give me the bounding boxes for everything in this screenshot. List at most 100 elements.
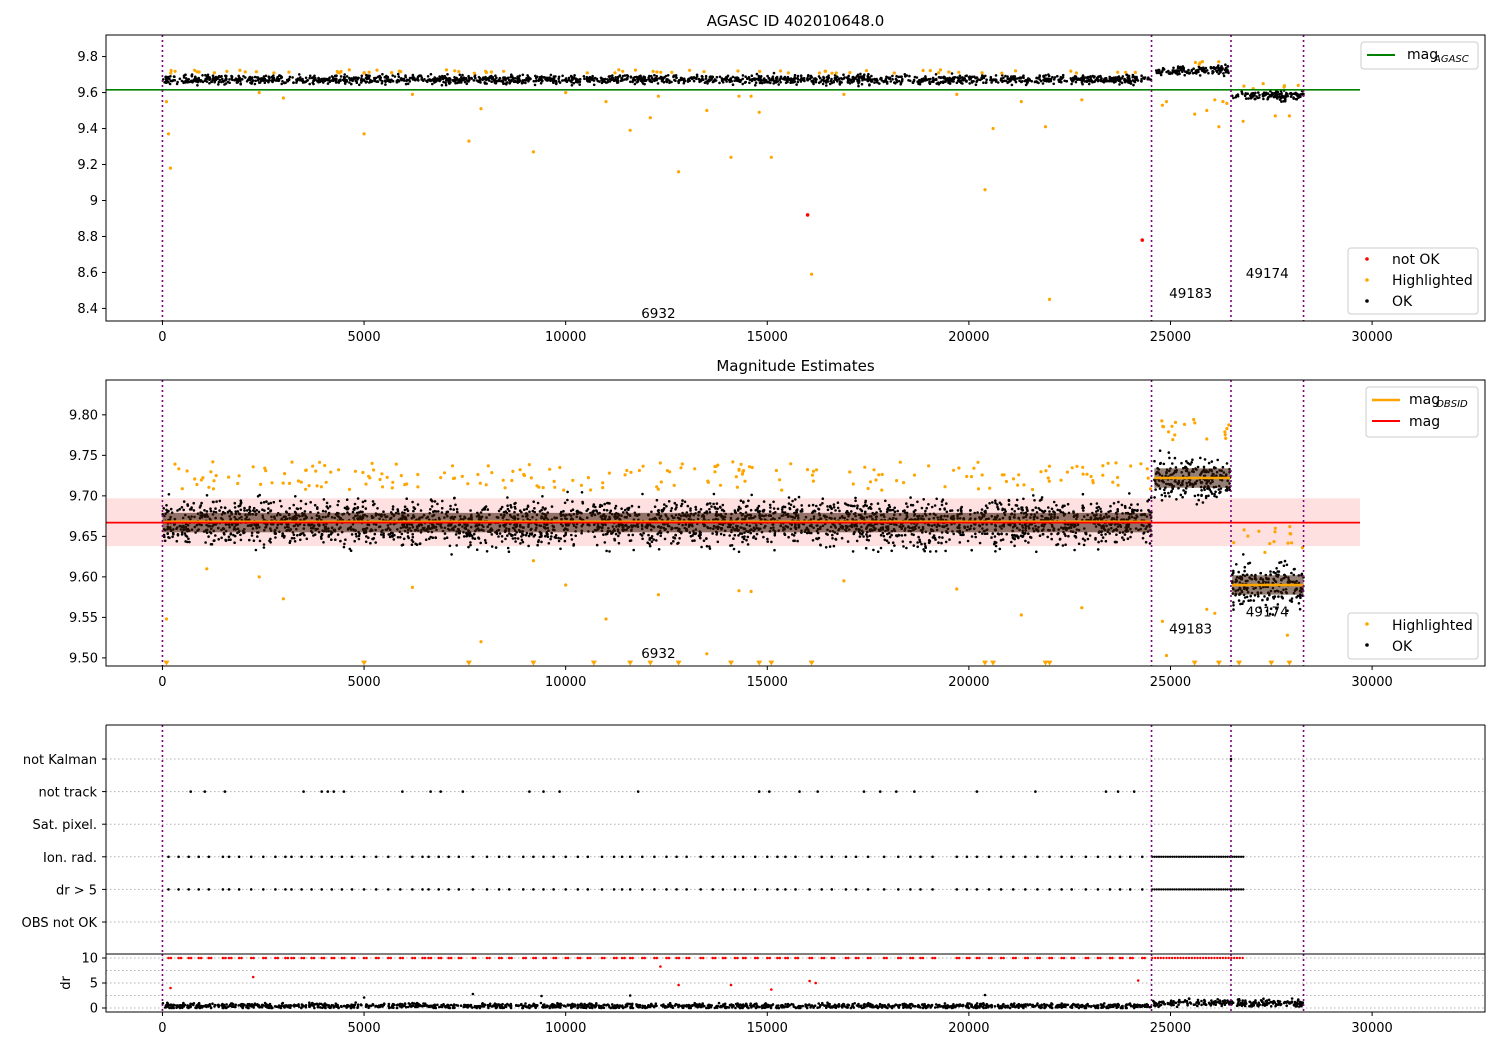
legend-marker — [1365, 257, 1369, 261]
ok-point — [585, 509, 588, 513]
highlighted-point — [368, 476, 372, 480]
ok-point — [683, 78, 686, 82]
ok-point — [225, 74, 228, 78]
highlighted-point — [1014, 69, 1018, 73]
highlighted-point — [227, 475, 231, 479]
ok-point — [934, 550, 938, 553]
ok-point — [1256, 96, 1260, 100]
ok-point — [578, 83, 581, 86]
ok-point — [1089, 75, 1092, 78]
ok-point — [201, 74, 204, 77]
ok-point — [339, 78, 342, 81]
highlighted-point — [1070, 466, 1074, 470]
ok-point — [786, 75, 790, 79]
ok-point — [1083, 80, 1087, 83]
highlighted-point — [842, 92, 846, 96]
ok-point — [1132, 75, 1136, 79]
ok-point — [252, 539, 256, 542]
ok-point — [895, 534, 898, 537]
ok-point — [889, 80, 893, 83]
ok-point — [796, 78, 800, 81]
ok-point — [187, 537, 190, 541]
ok-point — [552, 77, 556, 80]
ok-point — [610, 78, 613, 82]
ok-point — [495, 76, 498, 80]
ok-point — [1013, 544, 1016, 548]
ok-point — [941, 536, 944, 539]
ok-point — [729, 544, 732, 547]
ok-point — [983, 532, 987, 536]
highlighted-point — [1002, 473, 1006, 477]
ok-point — [412, 509, 415, 513]
ok-point — [650, 540, 654, 543]
ok-point — [231, 78, 234, 82]
ok-point — [490, 80, 494, 83]
ok-point — [1002, 76, 1005, 80]
highlighted-point — [1080, 98, 1084, 102]
ok-point — [455, 508, 459, 511]
highlighted-point — [1205, 108, 1209, 113]
ok-point — [248, 75, 252, 79]
ok-point — [623, 508, 627, 512]
highlighted-point — [866, 486, 870, 491]
highlighted-point — [361, 470, 365, 475]
highlighted-point — [1124, 70, 1128, 74]
ok-point — [857, 84, 860, 88]
ok-point — [826, 505, 829, 508]
ok-point — [520, 538, 524, 542]
ok-point — [514, 537, 517, 540]
ok-point — [498, 532, 502, 535]
ok-point — [345, 75, 349, 78]
ok-point — [410, 538, 414, 542]
ok-point — [1140, 77, 1143, 81]
highlighted-point — [416, 485, 420, 489]
highlighted-point — [778, 69, 783, 73]
highlighted-point — [339, 69, 343, 74]
ok-point — [414, 542, 417, 546]
ok-point — [718, 75, 722, 79]
ok-point — [236, 79, 240, 82]
ok-point — [1043, 77, 1047, 80]
highlighted-point — [957, 70, 961, 74]
highlighted-point — [489, 70, 493, 74]
highlighted-point — [1160, 419, 1164, 423]
ok-point — [919, 80, 922, 83]
ok-point — [511, 537, 515, 540]
y-tick-label: 9.8 — [77, 50, 98, 65]
y-tick-label: 9.6 — [77, 86, 98, 101]
highlighted-point — [442, 471, 447, 475]
highlighted-point — [1004, 479, 1009, 484]
highlighted-point — [243, 70, 247, 74]
highlighted-point — [677, 170, 681, 174]
ok-point — [756, 510, 760, 513]
ok-point — [239, 538, 243, 542]
ok-point — [1023, 79, 1027, 83]
ok-point — [489, 76, 493, 80]
ok-point — [999, 78, 1003, 82]
ok-point — [869, 78, 872, 82]
ok-point — [339, 539, 342, 543]
ok-point — [1172, 66, 1175, 70]
ok-point — [1001, 507, 1004, 511]
ok-point — [362, 78, 366, 81]
ok-point — [859, 75, 863, 78]
ok-point — [1003, 79, 1006, 83]
ok-point — [393, 75, 397, 78]
highlighted-point — [965, 474, 969, 479]
ok-point — [819, 543, 822, 547]
ok-point — [1126, 537, 1130, 540]
highlighted-point — [287, 481, 292, 485]
ok-point — [993, 535, 997, 538]
ok-point — [595, 77, 599, 81]
ok-point — [470, 77, 474, 80]
highlighted-point — [370, 461, 374, 465]
ok-point — [1129, 82, 1133, 85]
ok-point — [1057, 78, 1061, 82]
ok-point — [1034, 506, 1038, 510]
x-tick-label: 15000 — [747, 330, 788, 345]
ok-point — [633, 82, 637, 86]
highlighted-point — [976, 487, 981, 491]
ok-point — [736, 76, 740, 80]
ok-point — [680, 77, 684, 80]
highlighted-point — [1116, 475, 1120, 480]
